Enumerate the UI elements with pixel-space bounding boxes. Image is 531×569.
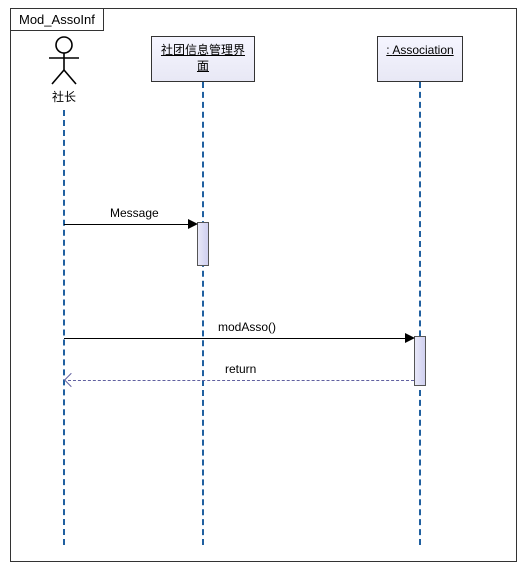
- actor-president: 社长: [44, 36, 84, 105]
- actor-label: 社长: [44, 88, 84, 105]
- activation-ui: [197, 222, 209, 266]
- msg-arrow-message: [64, 224, 190, 225]
- msg-label-return: return: [225, 362, 256, 376]
- participant-ui-label: 社团信息管理界面: [161, 43, 245, 73]
- participant-association: : Association: [377, 36, 463, 82]
- actor-icon: [46, 36, 82, 86]
- msg-label-message: Message: [110, 206, 159, 220]
- msg-arrowhead-message: [188, 219, 198, 229]
- participant-association-label: Association: [392, 43, 453, 57]
- msg-label-modasso: modAsso(): [218, 320, 276, 334]
- lifeline-actor: [63, 110, 65, 545]
- msg-arrow-modasso: [64, 338, 407, 339]
- msg-arrow-return: [68, 380, 414, 381]
- activation-association: [414, 336, 426, 386]
- participant-ui: 社团信息管理界面: [151, 36, 255, 82]
- lifeline-association: [419, 82, 421, 545]
- frame-title: Mod_AssoInf: [11, 9, 104, 31]
- diagram-frame: Mod_AssoInf: [10, 8, 517, 562]
- lifeline-ui: [202, 82, 204, 545]
- msg-arrowhead-modasso: [405, 333, 415, 343]
